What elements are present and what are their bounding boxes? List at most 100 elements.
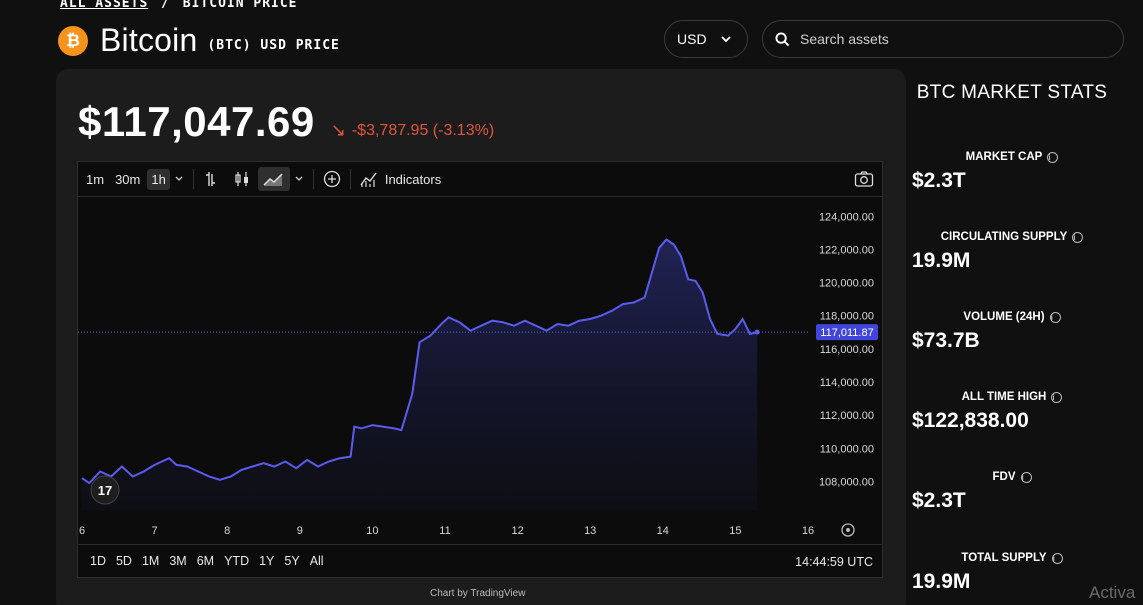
stat-label: VOLUME (24H) <box>963 311 1045 323</box>
price-change-value: -$3,787.95 (-3.13%) <box>351 121 495 139</box>
x-tick-label: 9 <box>297 525 303 537</box>
range-5y-button[interactable]: 5Y <box>284 554 300 568</box>
range-6m-button[interactable]: 6M <box>196 554 215 568</box>
stat-value: 19.9M <box>912 570 971 593</box>
x-tick-label: 10 <box>366 525 378 537</box>
range-3m-button[interactable]: 3M <box>169 554 187 568</box>
activation-watermark: Activa <box>1089 583 1136 602</box>
search-box[interactable] <box>762 20 1124 58</box>
asset-subtitle: (BTC) USD PRICE <box>207 38 340 53</box>
info-icon[interactable]: i <box>1047 151 1059 163</box>
range-5d-button[interactable]: 5D <box>115 554 132 568</box>
price-chart[interactable]: 117,011.87 124,000.00 122,000.00 120,000.00… <box>78 198 882 543</box>
info-icon[interactable]: i <box>1049 311 1061 323</box>
current-price-label: 117,011.87 <box>820 327 873 339</box>
interval-1h-button[interactable]: 1h <box>147 168 170 190</box>
stat-total-supply: TOTAL SUPPLY i 19.9M <box>912 552 1112 594</box>
stat-label: FDV <box>992 471 1016 483</box>
tradingview-logo-text: 17 <box>98 483 112 498</box>
last-price-dot <box>754 329 760 335</box>
current-price-tag <box>816 324 878 341</box>
asset-name: Bitcoin <box>100 22 198 58</box>
info-icon[interactable]: i <box>1051 552 1063 564</box>
indicators-icon <box>360 172 377 187</box>
breadcrumb-current: BITCOIN PRICE <box>182 0 298 11</box>
chevron-down-icon[interactable] <box>173 170 185 188</box>
stat-circulating-supply: CIRCULATING SUPPLY i 19.9M <box>912 231 1112 273</box>
tradingview-logo-icon <box>90 475 120 505</box>
stat-fdv: FDV i $2.3T <box>912 471 1112 513</box>
area-chart-style-button[interactable] <box>257 167 290 191</box>
chart-utc-time: 14:44:59 UTC <box>795 555 873 569</box>
indicators-button[interactable]: Indicators <box>359 170 441 188</box>
arrow-down-right-icon: ↘ <box>330 120 346 140</box>
camera-icon[interactable] <box>854 170 874 188</box>
bitcoin-icon: ₿ <box>58 25 88 56</box>
x-tick-label: 11 <box>439 525 450 537</box>
chart-range-bar: 1D 5D 1M 3M 6M YTD 1Y 5Y All 14:44:59 UT… <box>78 544 882 577</box>
chevron-down-icon <box>720 36 731 43</box>
stat-label: MARKET CAP <box>965 151 1043 163</box>
chevron-down-icon[interactable] <box>293 170 305 188</box>
x-tick-label: 8 <box>224 525 230 537</box>
x-tick-label: 7 <box>152 525 158 537</box>
range-1d-button[interactable]: 1D <box>90 554 106 568</box>
stat-value: $122,838.00 <box>912 409 1029 432</box>
search-icon <box>775 31 790 46</box>
breadcrumb: ALL ASSETS / BITCOIN PRICE <box>60 0 298 11</box>
info-icon[interactable]: i <box>1051 391 1063 403</box>
bar-chart-style-icon[interactable] <box>202 170 222 188</box>
stat-label: TOTAL SUPPLY <box>961 552 1047 564</box>
x-tick-label: 16 <box>802 525 814 537</box>
currency-select[interactable]: USD <box>664 20 748 58</box>
range-all-button[interactable]: All <box>309 554 324 568</box>
interval-30m-button[interactable]: 30m <box>115 171 141 187</box>
price-line <box>81 238 758 485</box>
stat-label: ALL TIME HIGH <box>961 391 1047 403</box>
info-icon[interactable]: i <box>1020 471 1032 483</box>
add-compare-icon[interactable] <box>322 170 342 188</box>
price-chart-svg: 117,011.87 124,000.00 122,000.00 120,000.00… <box>78 211 878 537</box>
y-tick-label: 122,000.00 <box>819 244 874 256</box>
chart-credit[interactable]: Chart by TradingView <box>430 588 526 599</box>
price-area-fill <box>82 239 758 510</box>
x-tick-label: 13 <box>584 525 596 537</box>
stat-volume-24h: VOLUME (24H) i $73.7B <box>912 311 1112 353</box>
candlestick-icon[interactable] <box>232 170 252 188</box>
current-price: $117,047.69 <box>78 98 315 145</box>
market-stats-title: BTC MARKET STATS <box>916 82 1108 103</box>
stat-label: CIRCULATING SUPPLY <box>940 231 1068 243</box>
interval-1m-button[interactable]: 1m <box>86 171 105 187</box>
price-change: ↘ -$3,787.95 (-3.13%) <box>331 120 494 141</box>
y-tick-label: 124,000.00 <box>819 211 874 223</box>
y-tick-label: 120,000.00 <box>819 278 874 290</box>
x-tick-label: 15 <box>729 525 741 537</box>
stat-value: $2.3T <box>912 169 966 192</box>
search-input[interactable] <box>800 31 1100 47</box>
indicators-label: Indicators <box>384 171 442 187</box>
range-1y-button[interactable]: 1Y <box>259 554 275 568</box>
gear-icon-center <box>846 528 850 532</box>
breadcrumb-all-assets-link[interactable]: ALL ASSETS <box>60 0 149 11</box>
tradingview-widget: 1m 30m 1h Indicators 117,011.87 124,000.0 <box>77 161 883 578</box>
x-tick-label: 14 <box>657 525 669 537</box>
range-ytd-button[interactable]: YTD <box>224 554 250 568</box>
currency-value: USD <box>677 31 707 47</box>
stat-market-cap: MARKET CAP i $2.3T <box>912 151 1112 193</box>
y-tick-label: 118,000.00 <box>820 311 874 323</box>
toolbar-divider <box>312 169 314 189</box>
stat-value: $2.3T <box>912 489 966 512</box>
x-tick-label: 12 <box>511 525 523 537</box>
area-chart-icon <box>263 173 283 186</box>
info-icon[interactable]: i <box>1072 231 1084 243</box>
breadcrumb-separator: / <box>161 0 170 11</box>
y-tick-label: 114,000.00 <box>820 377 874 389</box>
y-tick-label: 110,000.00 <box>820 443 874 455</box>
range-1m-button[interactable]: 1M <box>141 554 160 568</box>
price-row: $117,047.69 ↘ -$3,787.95 (-3.13%) <box>78 98 494 146</box>
market-stats: BTC MARKET STATS <box>912 82 1112 103</box>
y-tick-label: 116,000.00 <box>820 344 874 356</box>
chart-toolbar: 1m 30m 1h Indicators <box>78 162 882 197</box>
stat-all-time-high: ALL TIME HIGH i $122,838.00 <box>912 391 1112 433</box>
